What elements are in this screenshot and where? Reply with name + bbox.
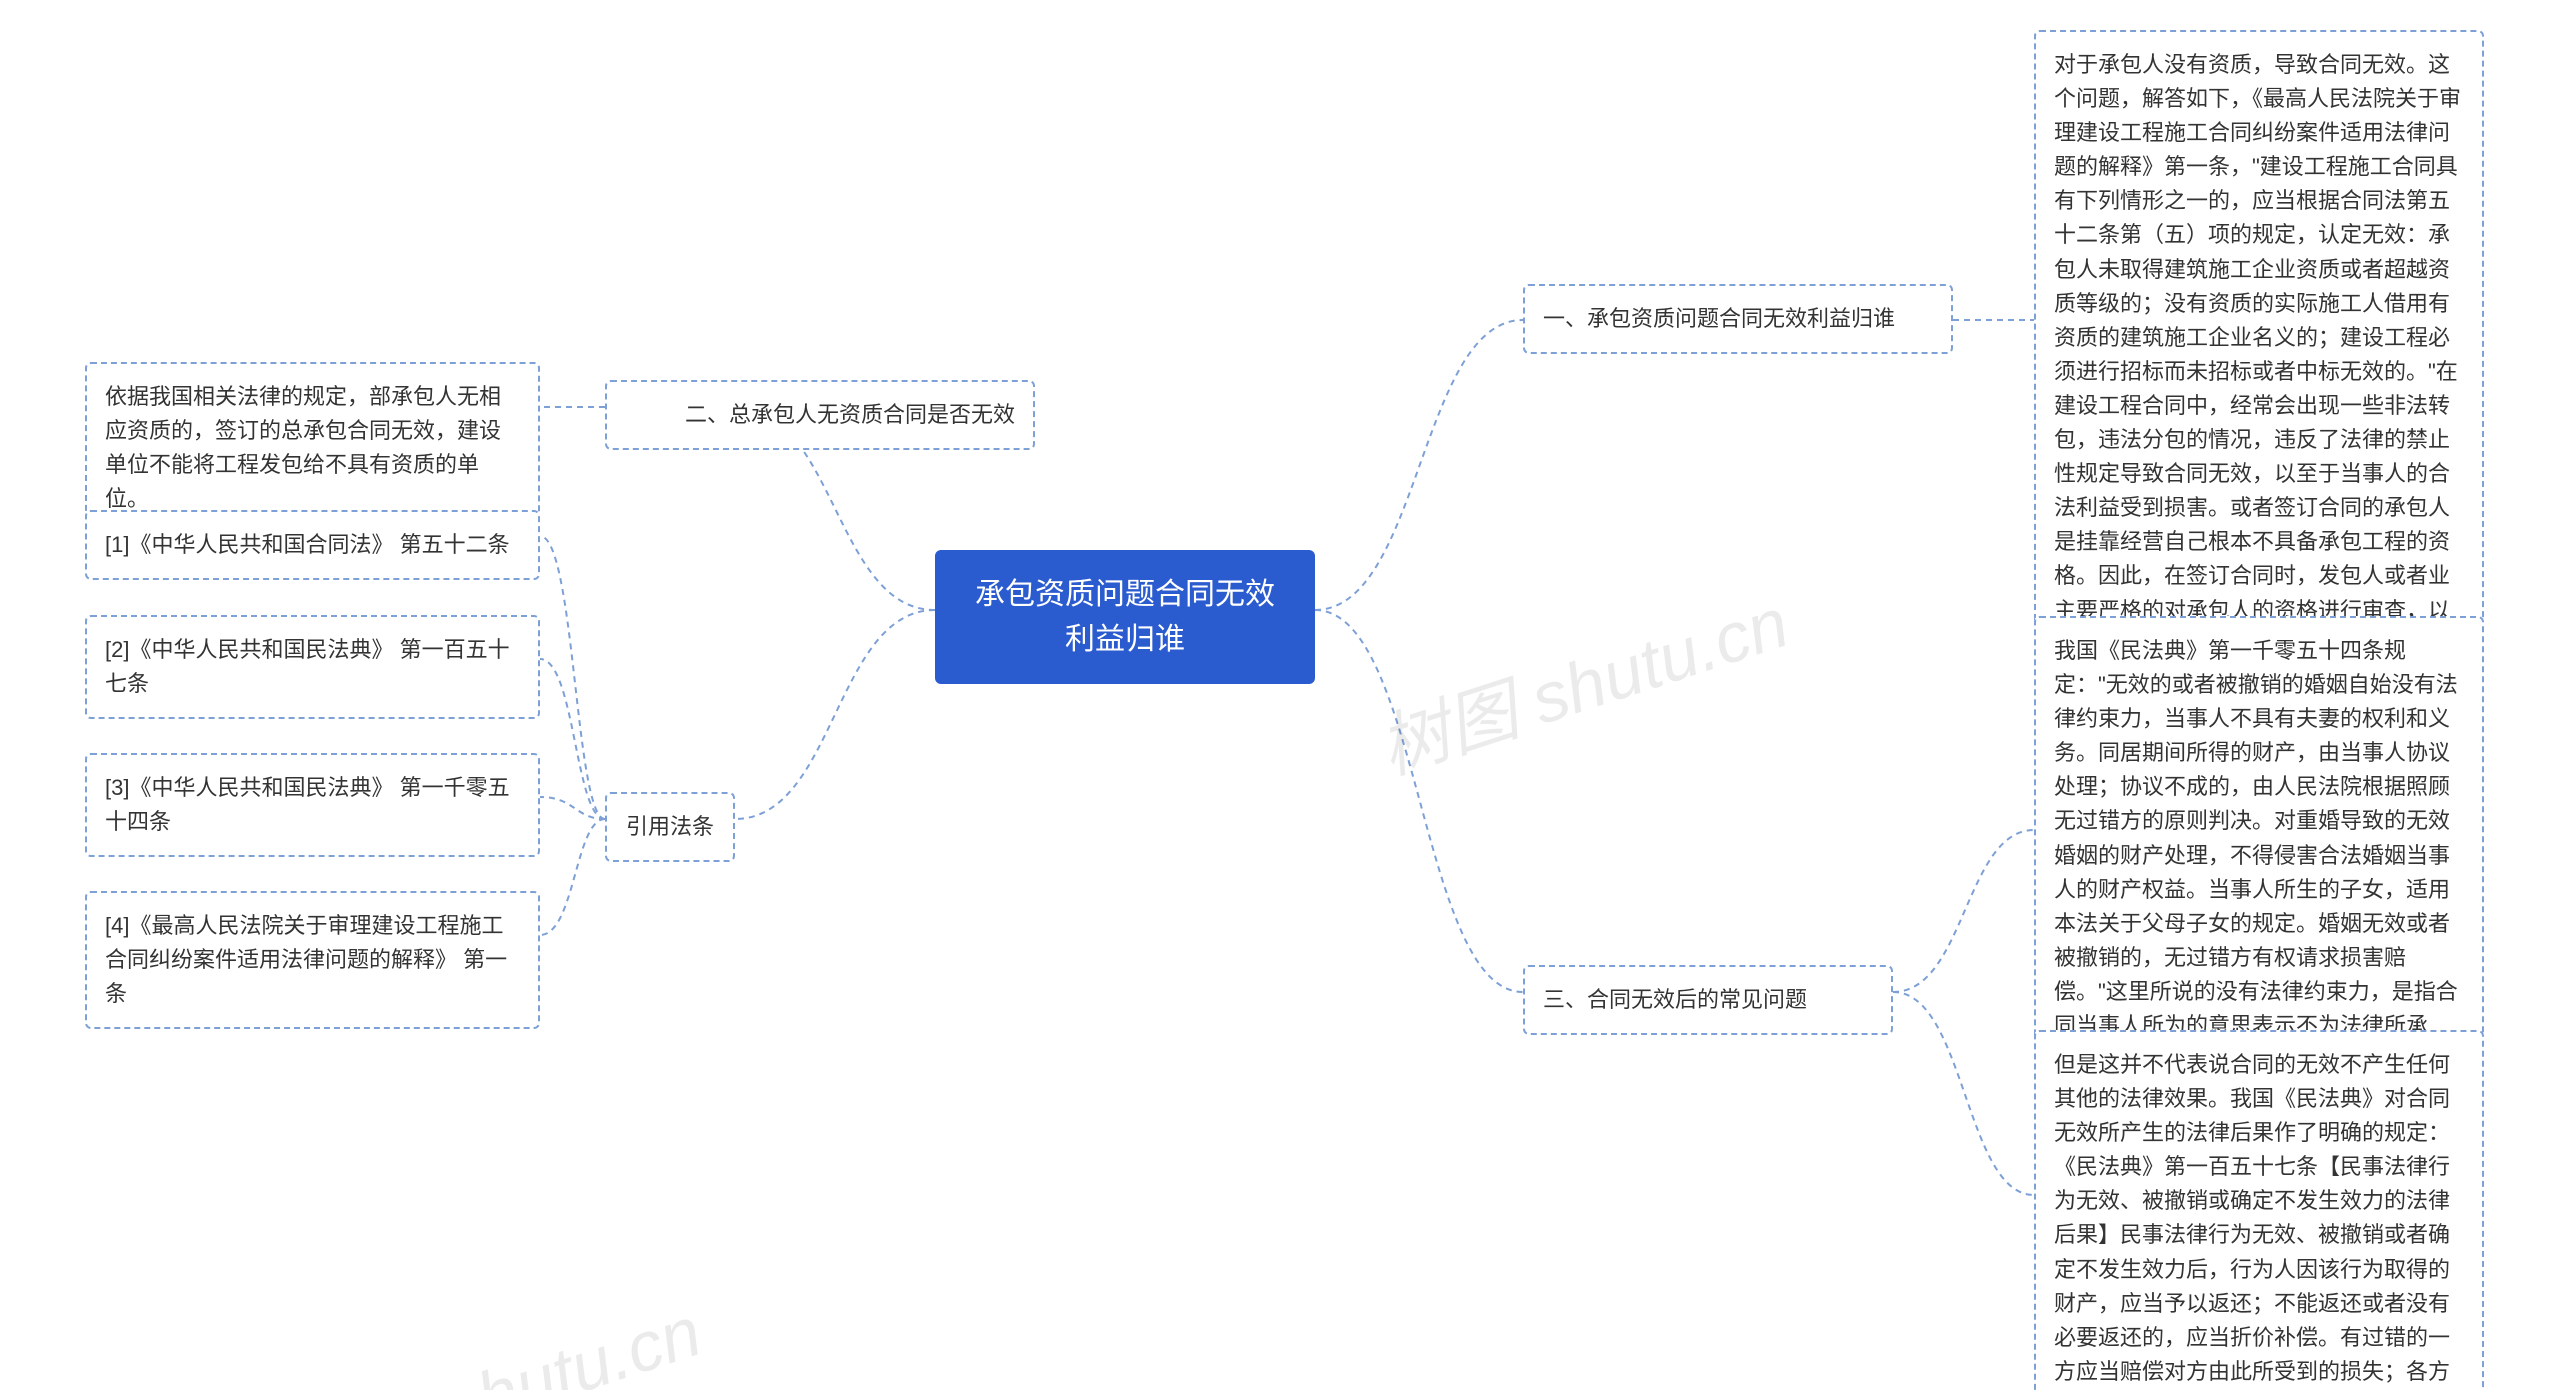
branch-3-leaf-1: 我国《民法典》第一千零五十四条规定："无效的或者被撤销的婚姻自始没有法律约束力，… bbox=[2034, 616, 2484, 1095]
branch-1: 一、承包资质问题合同无效利益归谁 bbox=[1523, 284, 1953, 354]
branch-2-leaf-1: 依据我国相关法律的规定，部承包人无相应资质的，签订的总承包合同无效，建设单位不能… bbox=[85, 362, 540, 534]
branch-ref: 引用法条 bbox=[605, 792, 735, 862]
branch-3-leaf-2: 但是这并不代表说合同的无效不产生任何其他的法律效果。我国《民法典》对合同无效所产… bbox=[2034, 1030, 2484, 1390]
branch-3: 三、合同无效后的常见问题 bbox=[1523, 965, 1893, 1035]
watermark: 树图 shutu.cn bbox=[1365, 567, 1800, 794]
ref-leaf-3: [3]《中华人民共和国民法典》 第一千零五十四条 bbox=[85, 753, 540, 857]
branch-1-leaf-1: 对于承包人没有资质，导致合同无效。这个问题，解答如下，《最高人民法院关于审理建设… bbox=[2034, 30, 2484, 680]
ref-leaf-4: [4]《最高人民法院关于审理建设工程施工合同纠纷案件适用法律问题的解释》 第一条 bbox=[85, 891, 540, 1029]
mindmap-canvas: 树图 shutu.cn 树图 shutu.cn shutu.cn 承包资质问题合… bbox=[0, 0, 2560, 1390]
watermark: shutu.cn bbox=[434, 1291, 710, 1390]
center-node: 承包资质问题合同无效利益归谁 bbox=[935, 550, 1315, 684]
branch-2: 二、总承包人无资质合同是否无效 bbox=[605, 380, 1035, 450]
ref-leaf-2: [2]《中华人民共和国民法典》 第一百五十七条 bbox=[85, 615, 540, 719]
ref-leaf-1: [1]《中华人民共和国合同法》 第五十二条 bbox=[85, 510, 540, 580]
